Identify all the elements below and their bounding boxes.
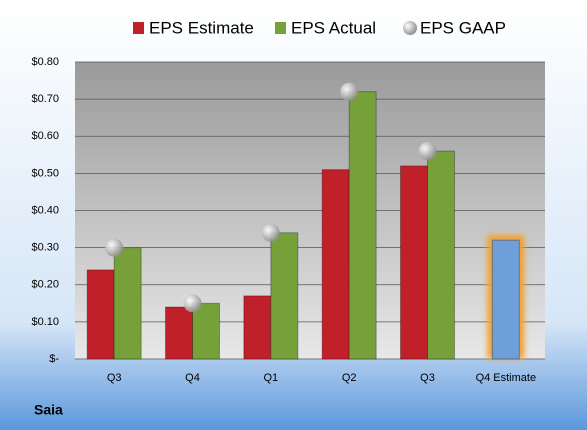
bar — [86, 269, 115, 360]
gaap-marker — [105, 238, 124, 257]
y-tick-label: $- — [49, 353, 59, 365]
legend-label: EPS Actual — [291, 18, 376, 37]
bar — [427, 150, 455, 360]
bar — [491, 239, 520, 360]
chart-title: Saia — [34, 402, 63, 418]
legend-swatch — [403, 21, 417, 35]
legend-swatch — [275, 22, 286, 34]
x-tick-label: Q1 — [263, 372, 278, 384]
y-tick-label: $0.30 — [31, 242, 59, 254]
y-tick-label: $0.50 — [31, 167, 59, 179]
bar — [243, 295, 272, 360]
legend-label: EPS Estimate — [149, 18, 254, 37]
bar — [270, 232, 299, 360]
y-tick-label: $0.80 — [31, 56, 59, 68]
x-tick-label: Q3 — [107, 372, 122, 384]
gaap-marker — [418, 142, 437, 161]
x-tick-label: Q3 — [420, 372, 435, 384]
y-tick-label: $0.20 — [31, 279, 59, 291]
legend-swatch — [133, 22, 144, 34]
x-tick-label: Q2 — [342, 372, 357, 384]
legend-label: EPS GAAP — [420, 18, 506, 37]
x-tick-label: Q4 Estimate — [476, 372, 537, 384]
gaap-marker — [183, 294, 202, 313]
bar — [348, 91, 377, 360]
y-tick-label: $0.10 — [31, 316, 59, 328]
y-tick-label: $0.70 — [31, 93, 59, 105]
y-tick-label: $0.60 — [31, 130, 59, 142]
gaap-marker — [340, 82, 359, 101]
bar — [400, 165, 428, 360]
bar — [113, 247, 142, 360]
bar — [321, 169, 350, 360]
y-tick-label: $0.40 — [31, 204, 59, 216]
bar — [165, 306, 193, 360]
gaap-marker — [261, 223, 280, 242]
x-tick-label: Q4 — [185, 372, 200, 384]
bar — [192, 302, 220, 360]
